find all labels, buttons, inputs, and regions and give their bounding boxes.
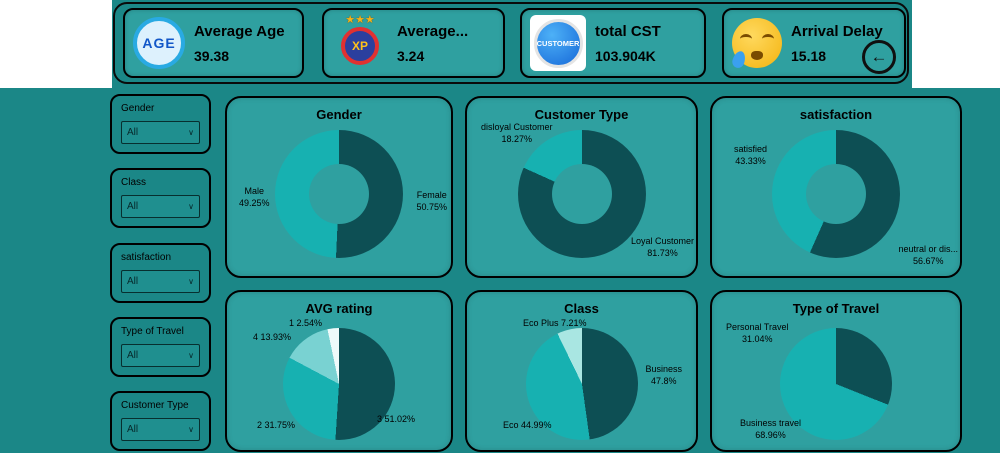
- mouth-icon: [751, 51, 763, 60]
- avg-rating-pie-chart[interactable]: [283, 328, 395, 440]
- slice-label-business: Business 47.8%: [645, 364, 682, 386]
- class-pie-chart[interactable]: [525, 328, 638, 440]
- type-of-travel-pie-chart[interactable]: [780, 328, 892, 440]
- slice-label-disloyal: disloyal Customer 18.27%: [481, 122, 553, 144]
- slicer-label: Type of Travel: [121, 326, 184, 337]
- header-background-left: [0, 0, 112, 88]
- satisfaction-donut-chart[interactable]: [772, 130, 900, 258]
- satisfaction-dropdown[interactable]: All ∨: [121, 270, 200, 293]
- donut-hole: [551, 164, 612, 224]
- kpi-text-block: total CST 103.904K: [595, 23, 661, 64]
- chart-title: Gender: [316, 107, 362, 122]
- kpi-text-block: Arrival Delay 15.18: [791, 23, 883, 64]
- kpi-title: total CST: [595, 22, 661, 40]
- slice-label-4: 4 13.93%: [253, 332, 292, 342]
- chart-card-customer-type: Customer Type disloyal Customer 18.27% L…: [465, 96, 698, 278]
- customer-type-dropdown[interactable]: All ∨: [121, 418, 200, 441]
- slice-label-loyal: Loyal Customer 81.73%: [630, 236, 694, 258]
- chart-title: AVG rating: [305, 301, 373, 316]
- gender-donut-chart[interactable]: [275, 130, 403, 258]
- kpi-card-arrival-delay: Arrival Delay 15.18 ←: [722, 8, 906, 78]
- kpi-title: Average...: [397, 22, 469, 40]
- kpi-title: Average Age: [194, 22, 285, 40]
- slice-label-1: 1 2.54%: [289, 318, 323, 328]
- dropdown-value: All: [127, 276, 139, 287]
- kpi-card-average-rating: ★★★ XP Average... 3.24: [322, 8, 505, 78]
- back-arrow-icon: ←: [870, 47, 888, 66]
- class-dropdown[interactable]: All ∨: [121, 195, 200, 218]
- slicer-satisfaction: satisfaction All ∨: [110, 243, 211, 303]
- donut-hole: [806, 164, 866, 224]
- kpi-text-block: Average Age 39.38: [194, 23, 285, 64]
- xp-badge-icon: ★★★ XP: [332, 14, 388, 72]
- slice-label-eco: Eco 44.99%: [503, 420, 552, 430]
- customer-type-donut-chart[interactable]: [517, 130, 646, 258]
- chart-card-type-of-travel: Type of Travel Personal Travel 31.04% Bu…: [710, 290, 962, 452]
- slicer-label: Class: [121, 177, 147, 188]
- slicer-label: Customer Type: [121, 400, 189, 411]
- slicer-class: Class All ∨: [110, 168, 211, 228]
- slicer-gender: Gender All ∨: [110, 94, 211, 154]
- customer-badge-icon: CUSTOMER: [530, 15, 586, 71]
- gender-dropdown[interactable]: All ∨: [121, 121, 200, 144]
- dropdown-value: All: [127, 201, 139, 212]
- kpi-title: Arrival Delay: [791, 22, 883, 40]
- crying-face-icon: [730, 18, 782, 70]
- stars-icon: ★★★: [345, 14, 375, 26]
- slicer-customer-type: Customer Type All ∨: [110, 391, 211, 451]
- slice-label-neutral: neutral or dis... 56.67%: [898, 244, 958, 266]
- chart-title: Class: [564, 301, 599, 316]
- slicer-label: Gender: [121, 103, 155, 114]
- dropdown-value: All: [127, 350, 139, 361]
- customer-circle-icon: CUSTOMER: [533, 18, 583, 68]
- back-arrow-button[interactable]: ←: [862, 40, 896, 74]
- eye-icon: [740, 34, 752, 44]
- header-background-right: [912, 0, 1000, 88]
- slice-label-business-travel: Business travel 68.96%: [740, 418, 802, 440]
- chevron-down-icon: ∨: [188, 202, 194, 211]
- chart-title: satisfaction: [799, 107, 873, 122]
- kpi-value: 103.904K: [595, 47, 656, 64]
- xp-shield-icon: XP: [341, 27, 379, 65]
- chart-card-gender: Gender Male 49.25% Female 50.75%: [225, 96, 453, 278]
- chevron-down-icon: ∨: [188, 128, 194, 137]
- chart-card-satisfaction: satisfaction satisfied 43.33% neutral or…: [710, 96, 962, 278]
- chevron-down-icon: ∨: [188, 425, 194, 434]
- slice-label-3: 3 51.02%: [377, 414, 416, 424]
- kpi-value: 3.24: [397, 47, 425, 64]
- slice-label-eco-plus: Eco Plus 7.21%: [523, 318, 587, 328]
- dropdown-value: All: [127, 424, 139, 435]
- type-of-travel-dropdown[interactable]: All ∨: [121, 344, 200, 367]
- chart-title: Type of Travel: [792, 301, 880, 316]
- kpi-text-block: Average... 3.24: [397, 23, 468, 64]
- dropdown-value: All: [127, 127, 139, 138]
- slice-label-personal-travel: Personal Travel 31.04%: [726, 322, 789, 344]
- slice-label-satisfied: satisfied 43.33%: [734, 144, 768, 166]
- chevron-down-icon: ∨: [188, 277, 194, 286]
- eye-icon: [762, 34, 774, 44]
- kpi-value: 15.18: [791, 47, 827, 64]
- kpi-value: 39.38: [194, 47, 230, 64]
- slicer-label: satisfaction: [121, 252, 172, 263]
- slicer-type-of-travel: Type of Travel All ∨: [110, 317, 211, 377]
- kpi-card-average-age: AGE Average Age 39.38: [123, 8, 304, 78]
- age-icon: AGE: [133, 17, 185, 69]
- chart-card-avg-rating: AVG rating 1 2.54% 4 13.93% 2 31.75% 3 5…: [225, 290, 453, 452]
- slice-label-2: 2 31.75%: [257, 420, 296, 430]
- slice-label-male: Male 49.25%: [239, 186, 270, 208]
- kpi-card-total-cst: CUSTOMER total CST 103.904K: [520, 8, 706, 78]
- slice-label-female: Female 50.75%: [416, 190, 447, 212]
- chevron-down-icon: ∨: [188, 351, 194, 360]
- donut-hole: [309, 164, 369, 224]
- chart-card-class: Class Eco Plus 7.21% Business 47.8% Eco …: [465, 290, 698, 452]
- chart-title: Customer Type: [534, 107, 629, 122]
- tear-icon: [730, 49, 748, 70]
